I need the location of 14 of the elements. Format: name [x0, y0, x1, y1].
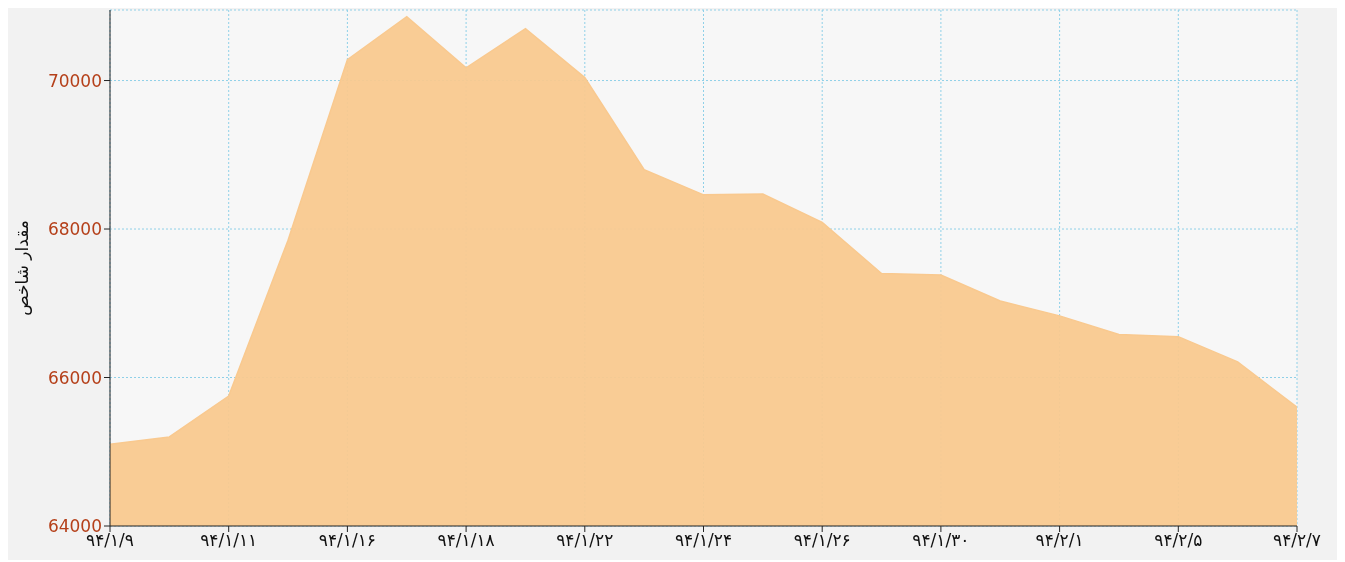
x-tick-label: ۹۴/۱/۱۱ — [200, 530, 258, 551]
x-tick-label: ۹۴/۲/۵ — [1154, 530, 1203, 551]
x-tick-label: ۹۴/۱/۱۸ — [437, 530, 495, 551]
x-tick-label: ۹۴/۱/۳۰ — [912, 530, 970, 551]
y-tick-label: 68000 — [47, 219, 102, 240]
x-tick-label: ۹۴/۱/۲۶ — [793, 530, 851, 551]
x-tick-label: ۹۴/۱/۱۶ — [318, 530, 376, 551]
x-tick-label: ۹۴/۱/۲۲ — [556, 530, 614, 551]
x-tick-label: ۹۴/۲/۱ — [1035, 530, 1084, 551]
x-tick-label: ۹۴/۱/۲۴ — [674, 530, 733, 551]
x-tick-label: ۹۴/۲/۷ — [1273, 530, 1321, 551]
y-axis-title: مقدار شاخص — [12, 220, 33, 316]
y-tick-label: 66000 — [47, 367, 102, 388]
y-tick-label: 70000 — [47, 70, 102, 91]
